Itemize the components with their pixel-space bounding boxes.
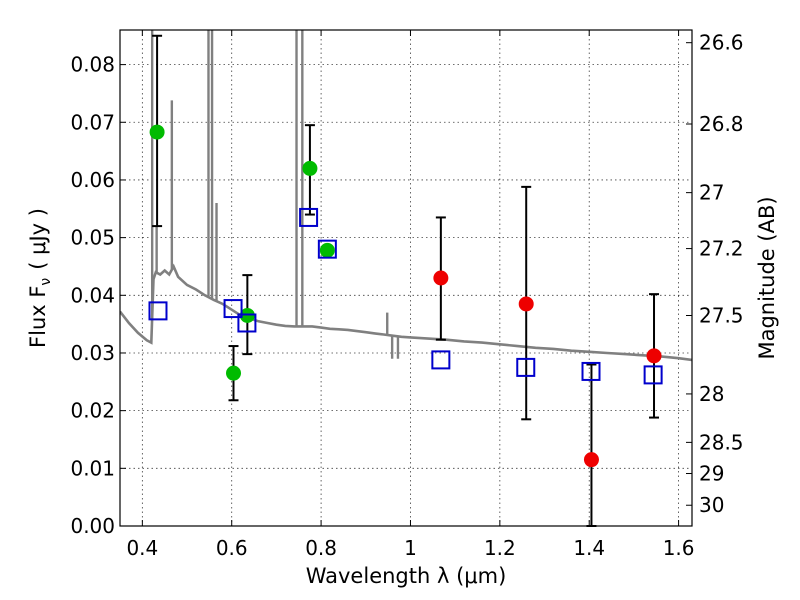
right-axis-title: Magnitude (AB)	[755, 196, 779, 359]
y2-tick-label: 26.6	[699, 31, 744, 55]
circle-marker	[302, 160, 318, 176]
y2-tick-label: 27	[699, 181, 724, 205]
circle-marker	[433, 270, 449, 286]
x-tick-label: 1	[404, 536, 417, 560]
data-markers	[148, 34, 663, 527]
y-tick-label: 0.00	[70, 514, 115, 538]
x-axis-title: Wavelength λ (μm)	[306, 564, 507, 588]
plot-frame	[119, 29, 693, 527]
y-tick-label: 0.02	[70, 399, 115, 423]
y2-tick-label: 27.2	[699, 237, 744, 261]
grid	[120, 30, 692, 527]
square-marker	[581, 361, 601, 381]
x-tick-label: 0.8	[305, 536, 337, 560]
x-tick-label: 0.6	[216, 536, 248, 560]
y2-tick-label: 28	[699, 382, 724, 406]
axis-ticks: 0.4 0.6 0.8 1 1.2 1.4 1.6 0.00 0.01 0.02 0.03 0.04 0…	[70, 30, 744, 560]
y-axis-title: Flux Fν ( μJy )	[26, 208, 54, 348]
y2-tick-label: 28.5	[699, 430, 744, 454]
y-axis-title-subscript: ν	[38, 278, 54, 286]
square-marker	[516, 357, 536, 377]
circle-marker	[319, 242, 335, 258]
circle-marker	[239, 307, 255, 323]
y-tick-label: 0.08	[70, 53, 115, 77]
y2-tick-label: 30	[699, 493, 724, 517]
circle-marker	[518, 296, 534, 312]
circle-marker	[149, 124, 165, 140]
circle-marker	[646, 348, 662, 364]
y2-tick-label: 26.8	[699, 112, 744, 136]
square-marker	[223, 299, 243, 319]
square-marker	[643, 365, 663, 385]
y-tick-label: 0.01	[70, 456, 115, 480]
y-axis-title-unit: ( μJy )	[26, 208, 50, 270]
x-tick-label: 1.2	[484, 536, 516, 560]
y-tick-label: 0.06	[70, 168, 115, 192]
square-marker	[237, 313, 257, 333]
model-spectrum-line	[120, 263, 692, 362]
circle-marker	[226, 365, 242, 381]
y-axis-title-main: Flux F	[26, 286, 50, 348]
square-marker	[299, 207, 319, 227]
square-marker	[317, 239, 337, 259]
x-tick-label: 0.4	[126, 536, 158, 560]
plot-area	[120, 30, 692, 362]
y-tick-label: 0.05	[70, 226, 115, 250]
x-tick-label: 1.4	[573, 536, 605, 560]
y2-tick-label: 27.5	[699, 303, 744, 327]
square-marker	[431, 350, 451, 370]
y-tick-label: 0.04	[70, 283, 115, 307]
y-tick-label: 0.03	[70, 341, 115, 365]
circle-marker	[583, 452, 599, 468]
y2-tick-label: 29	[699, 462, 724, 486]
y-tick-label: 0.07	[70, 110, 115, 134]
square-marker	[148, 301, 168, 321]
x-tick-label: 1.6	[663, 536, 695, 560]
